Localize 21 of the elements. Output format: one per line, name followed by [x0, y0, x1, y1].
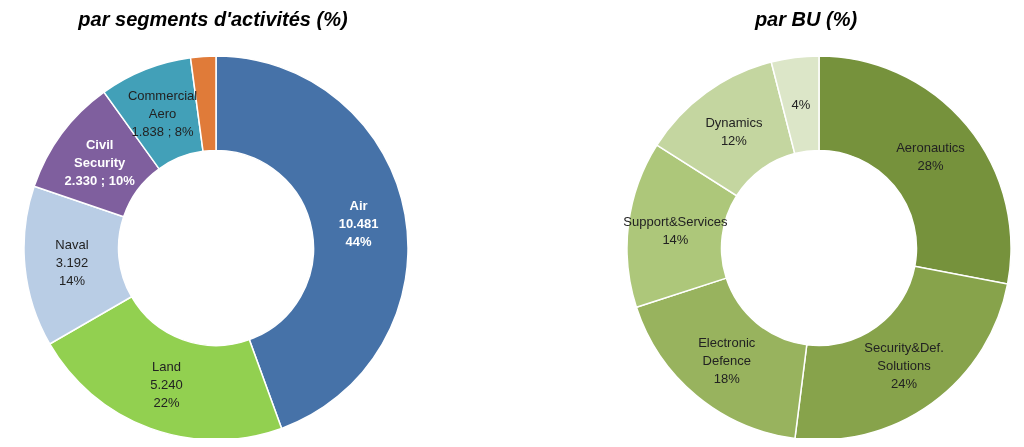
chart-title: par segments d'activités (%): [77, 8, 349, 32]
data-label: 14%: [662, 231, 689, 247]
data-label: 2.330 ; 10%: [64, 172, 136, 188]
slice-label: Air: [349, 197, 368, 213]
data-label: 4%: [791, 96, 811, 112]
data-label: 3.192 14%: [55, 254, 89, 288]
slice-label: Naval: [55, 236, 89, 252]
slice-label: Dynamics: [705, 114, 763, 130]
slice-label: Electronic Defence: [698, 334, 756, 368]
data-label: 18%: [713, 370, 741, 386]
slice-label: Aeronautics: [896, 139, 966, 155]
data-label: 5.240 22%: [150, 376, 183, 410]
data-label: 28%: [917, 157, 944, 173]
data-label: 10.481 44%: [338, 215, 379, 249]
slice-label: Land: [152, 358, 181, 374]
data-label: 1.838 ; 8%: [131, 123, 195, 139]
chart-title: par BU (%): [753, 8, 859, 32]
data-label: 24%: [891, 375, 918, 391]
data-label: 12%: [720, 132, 748, 148]
slice-label: Security&Def. Solutions: [864, 339, 944, 373]
slice-label: Civil Security: [74, 136, 127, 170]
